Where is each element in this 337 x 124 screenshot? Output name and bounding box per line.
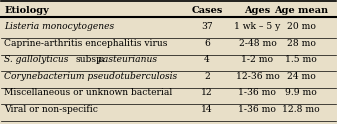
Text: Viral or non-specific: Viral or non-specific xyxy=(4,105,98,114)
Text: Corynebacterium pseudotuberculosis: Corynebacterium pseudotuberculosis xyxy=(4,72,177,81)
Text: 1-36 mo: 1-36 mo xyxy=(239,88,276,97)
Text: 4: 4 xyxy=(204,55,210,64)
Text: S. gallolyticus: S. gallolyticus xyxy=(4,55,68,64)
Text: 14: 14 xyxy=(201,105,213,114)
Text: 37: 37 xyxy=(201,22,213,31)
Text: Listeria monocytogenes: Listeria monocytogenes xyxy=(4,22,114,31)
Text: Cases: Cases xyxy=(191,6,223,15)
Text: 2: 2 xyxy=(204,72,210,81)
Text: Age mean: Age mean xyxy=(274,6,328,15)
Text: subsp.: subsp. xyxy=(75,55,105,64)
Text: 12: 12 xyxy=(201,88,213,97)
Text: Caprine-arthritis encephalitis virus: Caprine-arthritis encephalitis virus xyxy=(4,39,167,48)
Text: 1-2 mo: 1-2 mo xyxy=(241,55,273,64)
Text: 12-36 mo: 12-36 mo xyxy=(236,72,279,81)
Text: 2-48 mo: 2-48 mo xyxy=(239,39,276,48)
Text: Ages: Ages xyxy=(244,6,271,15)
Text: 1 wk – 5 y: 1 wk – 5 y xyxy=(234,22,281,31)
Text: 9.9 mo: 9.9 mo xyxy=(285,88,317,97)
Text: Etiology: Etiology xyxy=(4,6,49,15)
Text: 12.8 mo: 12.8 mo xyxy=(282,105,320,114)
Text: 6: 6 xyxy=(204,39,210,48)
Text: 28 mo: 28 mo xyxy=(287,39,315,48)
Text: Miscellaneous or unknown bacterial: Miscellaneous or unknown bacterial xyxy=(4,88,172,97)
Text: 24 mo: 24 mo xyxy=(287,72,315,81)
Text: 1.5 mo: 1.5 mo xyxy=(285,55,317,64)
Text: 20 mo: 20 mo xyxy=(287,22,315,31)
Text: pasteurianus: pasteurianus xyxy=(97,55,157,64)
Text: 1-36 mo: 1-36 mo xyxy=(239,105,276,114)
